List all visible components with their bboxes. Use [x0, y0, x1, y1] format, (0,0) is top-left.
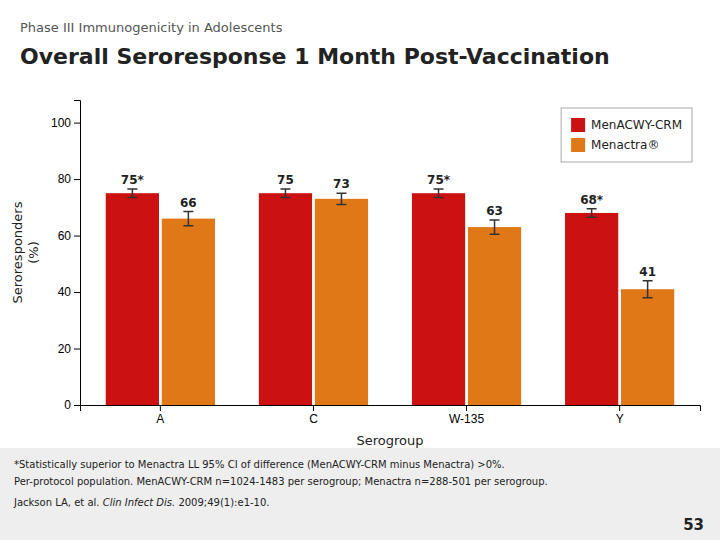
- data-label: 73: [333, 177, 350, 191]
- reference-part: 2009;49(1):e1-10.: [175, 497, 269, 508]
- legend-item: MenACWY-CRM: [571, 118, 682, 132]
- y-tick-label: 20: [58, 342, 72, 356]
- x-axis-line: [81, 406, 701, 412]
- y-tick: 100: [51, 116, 80, 130]
- y-tick-mark: [74, 349, 80, 350]
- data-label: 75: [277, 173, 294, 187]
- y-tick-mark: [74, 123, 80, 124]
- error-bar: [127, 189, 137, 197]
- x-tick-label: A: [156, 412, 164, 426]
- y-tick: 80: [58, 172, 80, 186]
- bar: [259, 193, 312, 405]
- y-tick-mark: [74, 405, 80, 406]
- x-tick-label: W-135: [449, 412, 484, 426]
- bar-series: [106, 193, 618, 405]
- y-axis-line: [74, 101, 81, 406]
- bar: [565, 213, 618, 405]
- y-tick-label: 100: [51, 116, 71, 130]
- y-tick: 40: [58, 285, 80, 299]
- bar-series: [162, 199, 674, 405]
- reference-part: Clin Infect Dis.: [103, 497, 175, 508]
- data-label: 41: [639, 265, 656, 279]
- y-tick: 20: [58, 342, 80, 356]
- y-tick-mark: [74, 236, 80, 237]
- data-labels: 75* 75 75* 68* 66 73 63 41: [121, 173, 656, 279]
- footer-background: [0, 448, 720, 540]
- error-bar: [434, 189, 444, 197]
- x-tick-mark: [619, 405, 620, 411]
- error-bars: [183, 193, 652, 297]
- data-label: 66: [180, 196, 197, 210]
- x-tick: W-135: [449, 405, 484, 426]
- x-tick-mark: [466, 405, 467, 411]
- bar: [468, 227, 521, 405]
- y-tick-label: 40: [58, 285, 72, 299]
- y-tick: 60: [58, 229, 80, 243]
- bar: [412, 193, 465, 405]
- plot: 75* 75 75* 68* 66 73 63 41 0 20 40 60 80 100 A C W-135 Y S…: [51, 101, 701, 449]
- x-tick-mark: [160, 405, 161, 411]
- y-axis-title: Seroresponders(%): [10, 201, 41, 303]
- error-bar: [280, 189, 290, 197]
- footnote: *Statistically superior to Menactra LL 9…: [14, 459, 505, 470]
- x-tick-mark: [313, 405, 314, 411]
- footnote: Per-protocol population. MenACWY-CRM n=1…: [14, 476, 548, 487]
- y-tick-mark: [74, 179, 80, 180]
- error-bar: [643, 281, 653, 298]
- x-tick-label: Y: [616, 412, 624, 426]
- subtitle: Phase III Immunogenicity in Adolescents: [20, 20, 283, 35]
- error-bar: [183, 212, 193, 226]
- chart: Phase III Immunogenicity in Adolescents O…: [0, 0, 720, 540]
- y-tick-label: 60: [58, 229, 72, 243]
- title: Overall Seroresponse 1 Month Post-Vaccin…: [20, 44, 610, 69]
- marks: [106, 189, 674, 405]
- legend-swatch: [571, 118, 585, 132]
- legend-label: MenACWY-CRM: [591, 118, 682, 132]
- y-axis-title-line: Seroresponders: [10, 201, 25, 303]
- error-bar: [336, 193, 346, 204]
- slide-number: 53: [683, 516, 704, 534]
- x-axis: A C W-135 Y: [81, 405, 701, 426]
- reference: Jackson LA, et al. Clin Infect Dis. 2009…: [13, 497, 270, 508]
- y-axis-title-line: (%): [26, 241, 41, 264]
- footnotes: *Statistically superior to Menactra LL 9…: [0, 448, 720, 540]
- data-label: 75*: [121, 173, 145, 187]
- data-label: 68*: [580, 193, 604, 207]
- bar: [106, 193, 159, 405]
- y-tick-mark: [74, 292, 80, 293]
- x-axis-title: Serogroup: [356, 433, 423, 448]
- y-tick-label: 80: [58, 172, 72, 186]
- y-axis: 0 20 40 60 80 100: [51, 101, 81, 413]
- x-tick: C: [309, 405, 318, 426]
- error-bar: [490, 220, 500, 234]
- x-tick: Y: [616, 405, 624, 426]
- legend-swatch: [571, 138, 585, 152]
- legend-label: Menactra®: [591, 138, 659, 152]
- y-tick: 0: [64, 398, 80, 412]
- legend-box: [561, 108, 692, 162]
- data-label: 63: [486, 204, 503, 218]
- legend: MenACWY-CRM Menactra®: [561, 108, 692, 162]
- legend-item: Menactra®: [571, 138, 659, 152]
- bar: [315, 199, 368, 405]
- data-label: 75*: [427, 173, 451, 187]
- bar: [162, 219, 215, 405]
- error-bar: [587, 209, 597, 217]
- y-tick-label: 0: [64, 398, 71, 412]
- bar: [621, 289, 674, 405]
- x-tick-label: C: [309, 412, 318, 426]
- x-tick: A: [156, 405, 164, 426]
- reference-part: Jackson LA, et al.: [13, 497, 103, 508]
